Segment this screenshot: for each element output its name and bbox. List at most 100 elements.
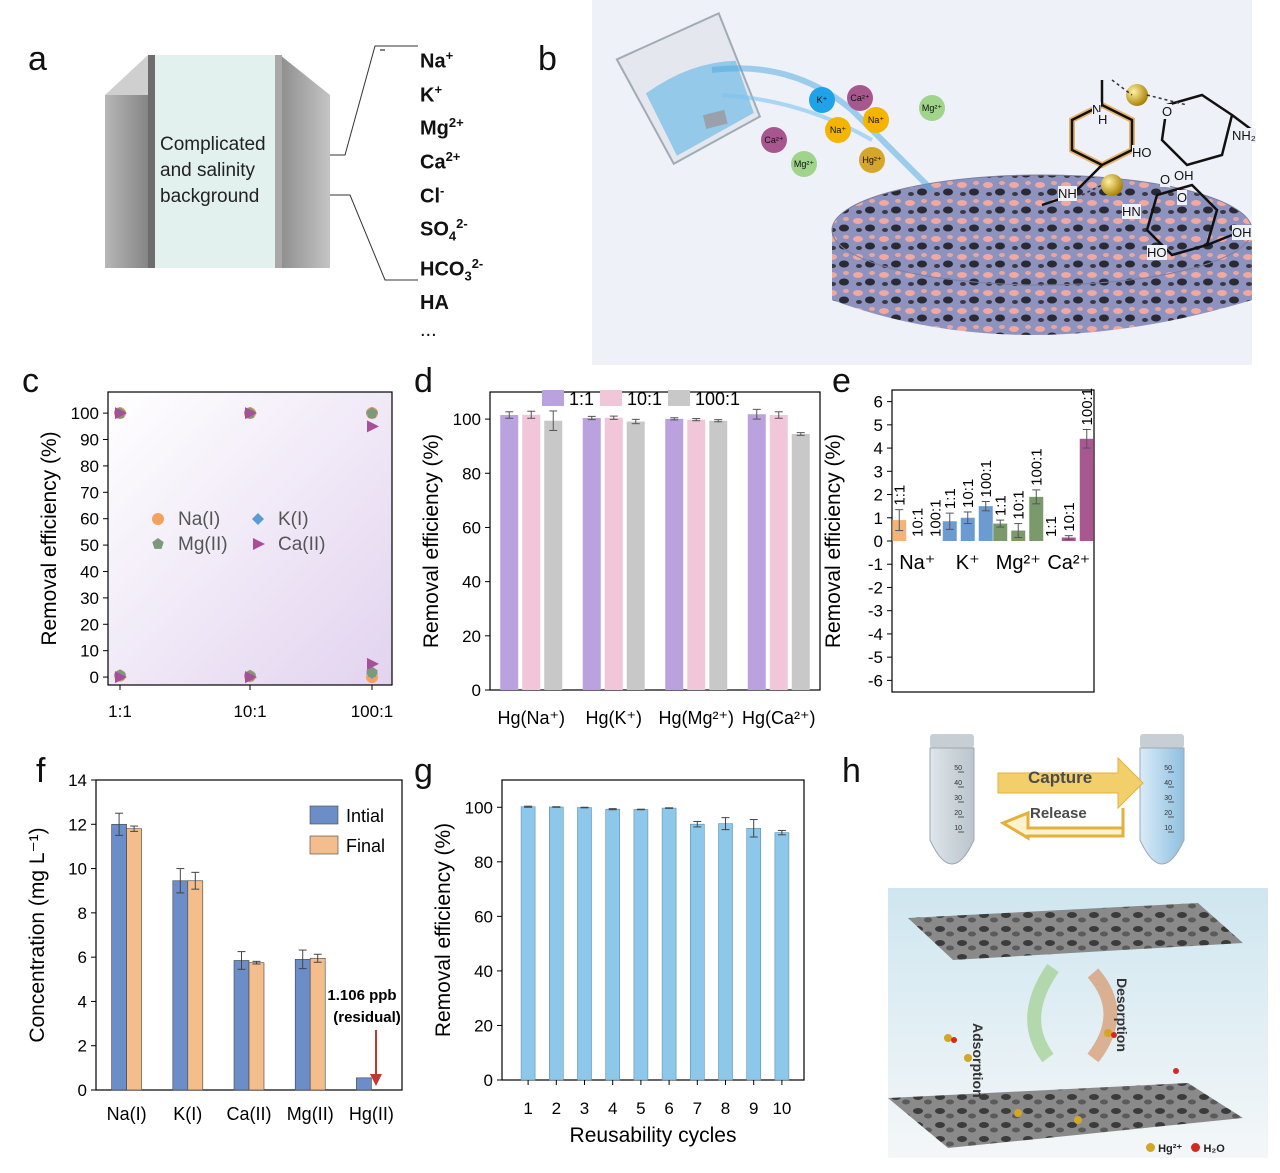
x-tick-label: 5 (636, 1099, 645, 1118)
y-tick-label: 4 (78, 992, 87, 1011)
bar-label: 10:1 (909, 508, 926, 537)
bar (746, 827, 762, 1081)
x-tick-label: Hg(K⁺) (585, 708, 642, 728)
category-label: Mg²⁺ (996, 552, 1041, 574)
y-tick-label: -5 (868, 648, 883, 667)
y-tick-label: 30 (80, 589, 99, 608)
y-tick-label: -3 (868, 602, 883, 621)
hg-ball (1126, 84, 1148, 106)
legend-label: Na(I) (178, 509, 220, 530)
chem-label: H (1098, 112, 1108, 127)
x-tick-label: K(I) (173, 1104, 202, 1124)
bar-label: 100:1 (1079, 388, 1096, 426)
bar (978, 506, 993, 541)
x-tick-label: 1:1 (108, 702, 132, 721)
bar-label: 10:1 (1061, 502, 1078, 531)
data-point (367, 420, 379, 433)
chart-c: 0 10 20 30 40 50 60 70 80 90 100 Removal efficiency… (38, 391, 393, 721)
bracket-lines (330, 45, 418, 281)
legend-label: K(I) (278, 509, 309, 530)
ion-charge: 2+ (445, 148, 461, 164)
y-tick-label: -6 (868, 671, 883, 690)
chem-label: NH₂ (1232, 128, 1256, 143)
y-axis-label: Removal efficiency (%) (822, 434, 845, 648)
bar (294, 959, 311, 1091)
x-tick-label: 2 (552, 1099, 561, 1118)
bar (582, 418, 601, 690)
y-tick-label: 10 (68, 860, 87, 879)
bar (689, 823, 705, 1081)
bar (111, 823, 127, 1091)
ion-bubble: K⁺ (809, 87, 835, 113)
x-tick-label: 1 (523, 1099, 532, 1118)
ion-bubble: Mg²⁺ (791, 151, 817, 177)
y-axis-label: Removal efficiency (%) (420, 434, 443, 648)
bar (605, 808, 620, 1081)
legend-swatch (309, 805, 339, 825)
data-point (115, 407, 127, 420)
hg-legend-label: Hg²⁺ (1158, 1143, 1183, 1155)
y-tick-label: 0 (484, 1071, 493, 1090)
ion-symbol: HCO (420, 258, 465, 281)
capture-release-illustration: 50 40 30 20 10 50 40 30 20 10 (888, 734, 1268, 1158)
bar (577, 807, 592, 1081)
bar (769, 415, 788, 690)
ion-item: Mg2+ (420, 109, 483, 143)
y-tick-label: 100 (453, 410, 481, 429)
ion-symbol: HA (420, 291, 449, 314)
data-point (152, 513, 164, 525)
tube-tick-label: 30 (1164, 795, 1172, 802)
chem-label: O (1160, 172, 1171, 187)
legend-swatch (542, 390, 564, 406)
bar-label: 1:1 (942, 488, 959, 509)
y-tick-label: 40 (462, 573, 481, 592)
legend-label: 10:1 (627, 389, 662, 409)
bar (626, 421, 645, 690)
y-tick-label: 6 (78, 948, 87, 967)
x-tick-label: Hg(Na⁺) (497, 708, 565, 728)
chart-d: 0 20 40 60 80 100 Removal efficiency (%) Hg(Na⁺… (420, 389, 821, 728)
chem-label: HO (1132, 145, 1152, 160)
box-text-line-2: and salinity (160, 160, 256, 181)
y-tick-label: 80 (80, 457, 99, 476)
panel-label-b: b (538, 40, 557, 78)
tube-tick-label: 10 (954, 825, 962, 832)
x-tick-label: 6 (664, 1099, 673, 1118)
chem-label: HN (1122, 204, 1141, 219)
bar (233, 960, 250, 1091)
capture-label: Capture (1028, 768, 1093, 787)
tube-tick-label: 20 (954, 810, 962, 817)
y-tick-label: 20 (474, 1016, 493, 1035)
tube-tick-label: 10 (1164, 825, 1172, 832)
x-tick-label: 7 (693, 1099, 702, 1118)
annotation-arrowhead (370, 1074, 382, 1086)
ion-symbol: Ca (420, 151, 446, 174)
y-tick-label: 2 (874, 486, 883, 505)
legend-label: Final (346, 836, 385, 856)
ion-charge: 2+ (448, 115, 464, 131)
bar-label: 100:1 (978, 460, 995, 498)
tube-tick-label: 20 (1164, 810, 1172, 817)
bar (1029, 496, 1044, 541)
x-tick-label: 9 (749, 1099, 758, 1118)
bar (661, 807, 677, 1081)
chem-label: N (1092, 102, 1102, 117)
ion-subscript: 3 (464, 268, 472, 284)
bar (942, 521, 957, 541)
legend-label: 100:1 (695, 389, 740, 409)
ion-item: K+ (420, 76, 483, 110)
y-tick-label: 0 (90, 668, 99, 687)
bar (687, 419, 706, 690)
bar-label: 1:1 (1043, 516, 1060, 537)
bar-label: 100:1 (1028, 448, 1045, 486)
y-tick-label: 2 (78, 1037, 87, 1056)
x-tick-label: 10 (772, 1099, 791, 1118)
x-tick-label: 10:1 (233, 702, 266, 721)
bar-label: 1:1 (992, 495, 1009, 516)
y-axis-label: Concentration (mg L⁻¹) (26, 827, 49, 1042)
data-point (152, 538, 164, 549)
y-tick-label: 80 (462, 464, 481, 483)
bar (356, 1077, 372, 1091)
bar (709, 420, 728, 690)
adsorption-label: Adsorption (970, 1023, 986, 1098)
